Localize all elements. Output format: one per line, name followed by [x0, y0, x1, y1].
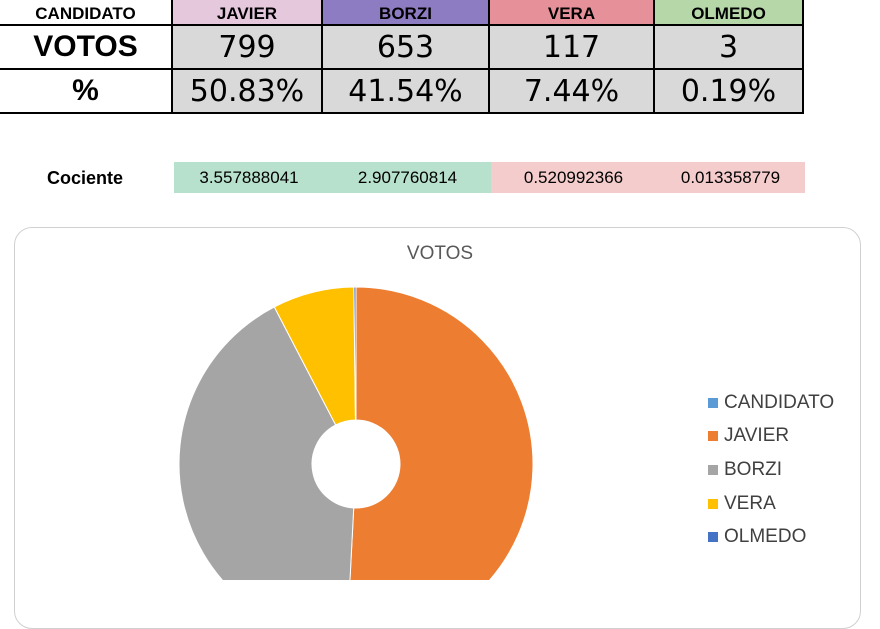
- votes-row: VOTOS 799 653 117 3: [0, 24, 804, 70]
- header-javier: JAVIER: [171, 0, 323, 26]
- legend-swatch: [708, 431, 718, 442]
- votes-vera: 117: [488, 24, 655, 70]
- header-vera: VERA: [488, 0, 655, 26]
- pct-vera: 7.44%: [488, 68, 655, 114]
- votes-label: VOTOS: [0, 24, 173, 70]
- header-borzi: BORZI: [321, 0, 490, 26]
- legend-item-borzi: BORZI: [708, 453, 834, 487]
- header-olmedo: OLMEDO: [653, 0, 804, 26]
- pct-javier: 50.83%: [171, 68, 323, 114]
- votes-borzi: 653: [321, 24, 490, 70]
- legend-item-olmedo: OLMEDO: [708, 520, 834, 554]
- legend-item-vera: VERA: [708, 487, 834, 521]
- doughnut-chart: [178, 286, 534, 580]
- cociente-javier: 3.557888041: [174, 162, 324, 193]
- cociente-label: Cociente: [46, 168, 124, 188]
- legend-label: VERA: [724, 492, 776, 514]
- results-table: CANDIDATO JAVIER BORZI VERA OLMEDO VOTOS…: [0, 0, 804, 114]
- legend-label: OLMEDO: [724, 526, 807, 548]
- legend-item-javier: JAVIER: [708, 420, 834, 454]
- percent-label: %: [0, 68, 173, 114]
- legend-label: JAVIER: [724, 425, 790, 447]
- votes-javier: 799: [171, 24, 323, 70]
- percent-row: % 50.83% 41.54% 7.44% 0.19%: [0, 68, 804, 114]
- slice-javier: [349, 286, 534, 580]
- slice-borzi: [178, 306, 355, 580]
- legend-label: BORZI: [724, 458, 783, 480]
- legend-swatch: [708, 532, 718, 543]
- legend-item-candidato: CANDIDATO: [708, 386, 834, 420]
- pct-olmedo: 0.19%: [653, 68, 804, 114]
- chart-legend: CANDIDATO JAVIER BORZI VERA OLMEDO: [708, 386, 834, 554]
- legend-swatch: [708, 397, 718, 408]
- cociente-vera: 0.520992366: [491, 162, 656, 193]
- cociente-values: 3.557888041 2.907760814 0.520992366 0.01…: [174, 162, 805, 193]
- header-candidato: CANDIDATO: [0, 0, 173, 26]
- votes-olmedo: 3: [653, 24, 804, 70]
- cociente-borzi: 2.907760814: [324, 162, 491, 193]
- chart-title: VOTOS: [406, 243, 474, 264]
- legend-swatch: [708, 464, 718, 475]
- slice-olmedo: [353, 286, 357, 421]
- legend-swatch: [708, 498, 718, 509]
- cociente-olmedo: 0.013358779: [656, 162, 805, 193]
- pct-borzi: 41.54%: [321, 68, 490, 114]
- header-row: CANDIDATO JAVIER BORZI VERA OLMEDO: [0, 0, 804, 26]
- legend-label: CANDIDATO: [724, 391, 835, 413]
